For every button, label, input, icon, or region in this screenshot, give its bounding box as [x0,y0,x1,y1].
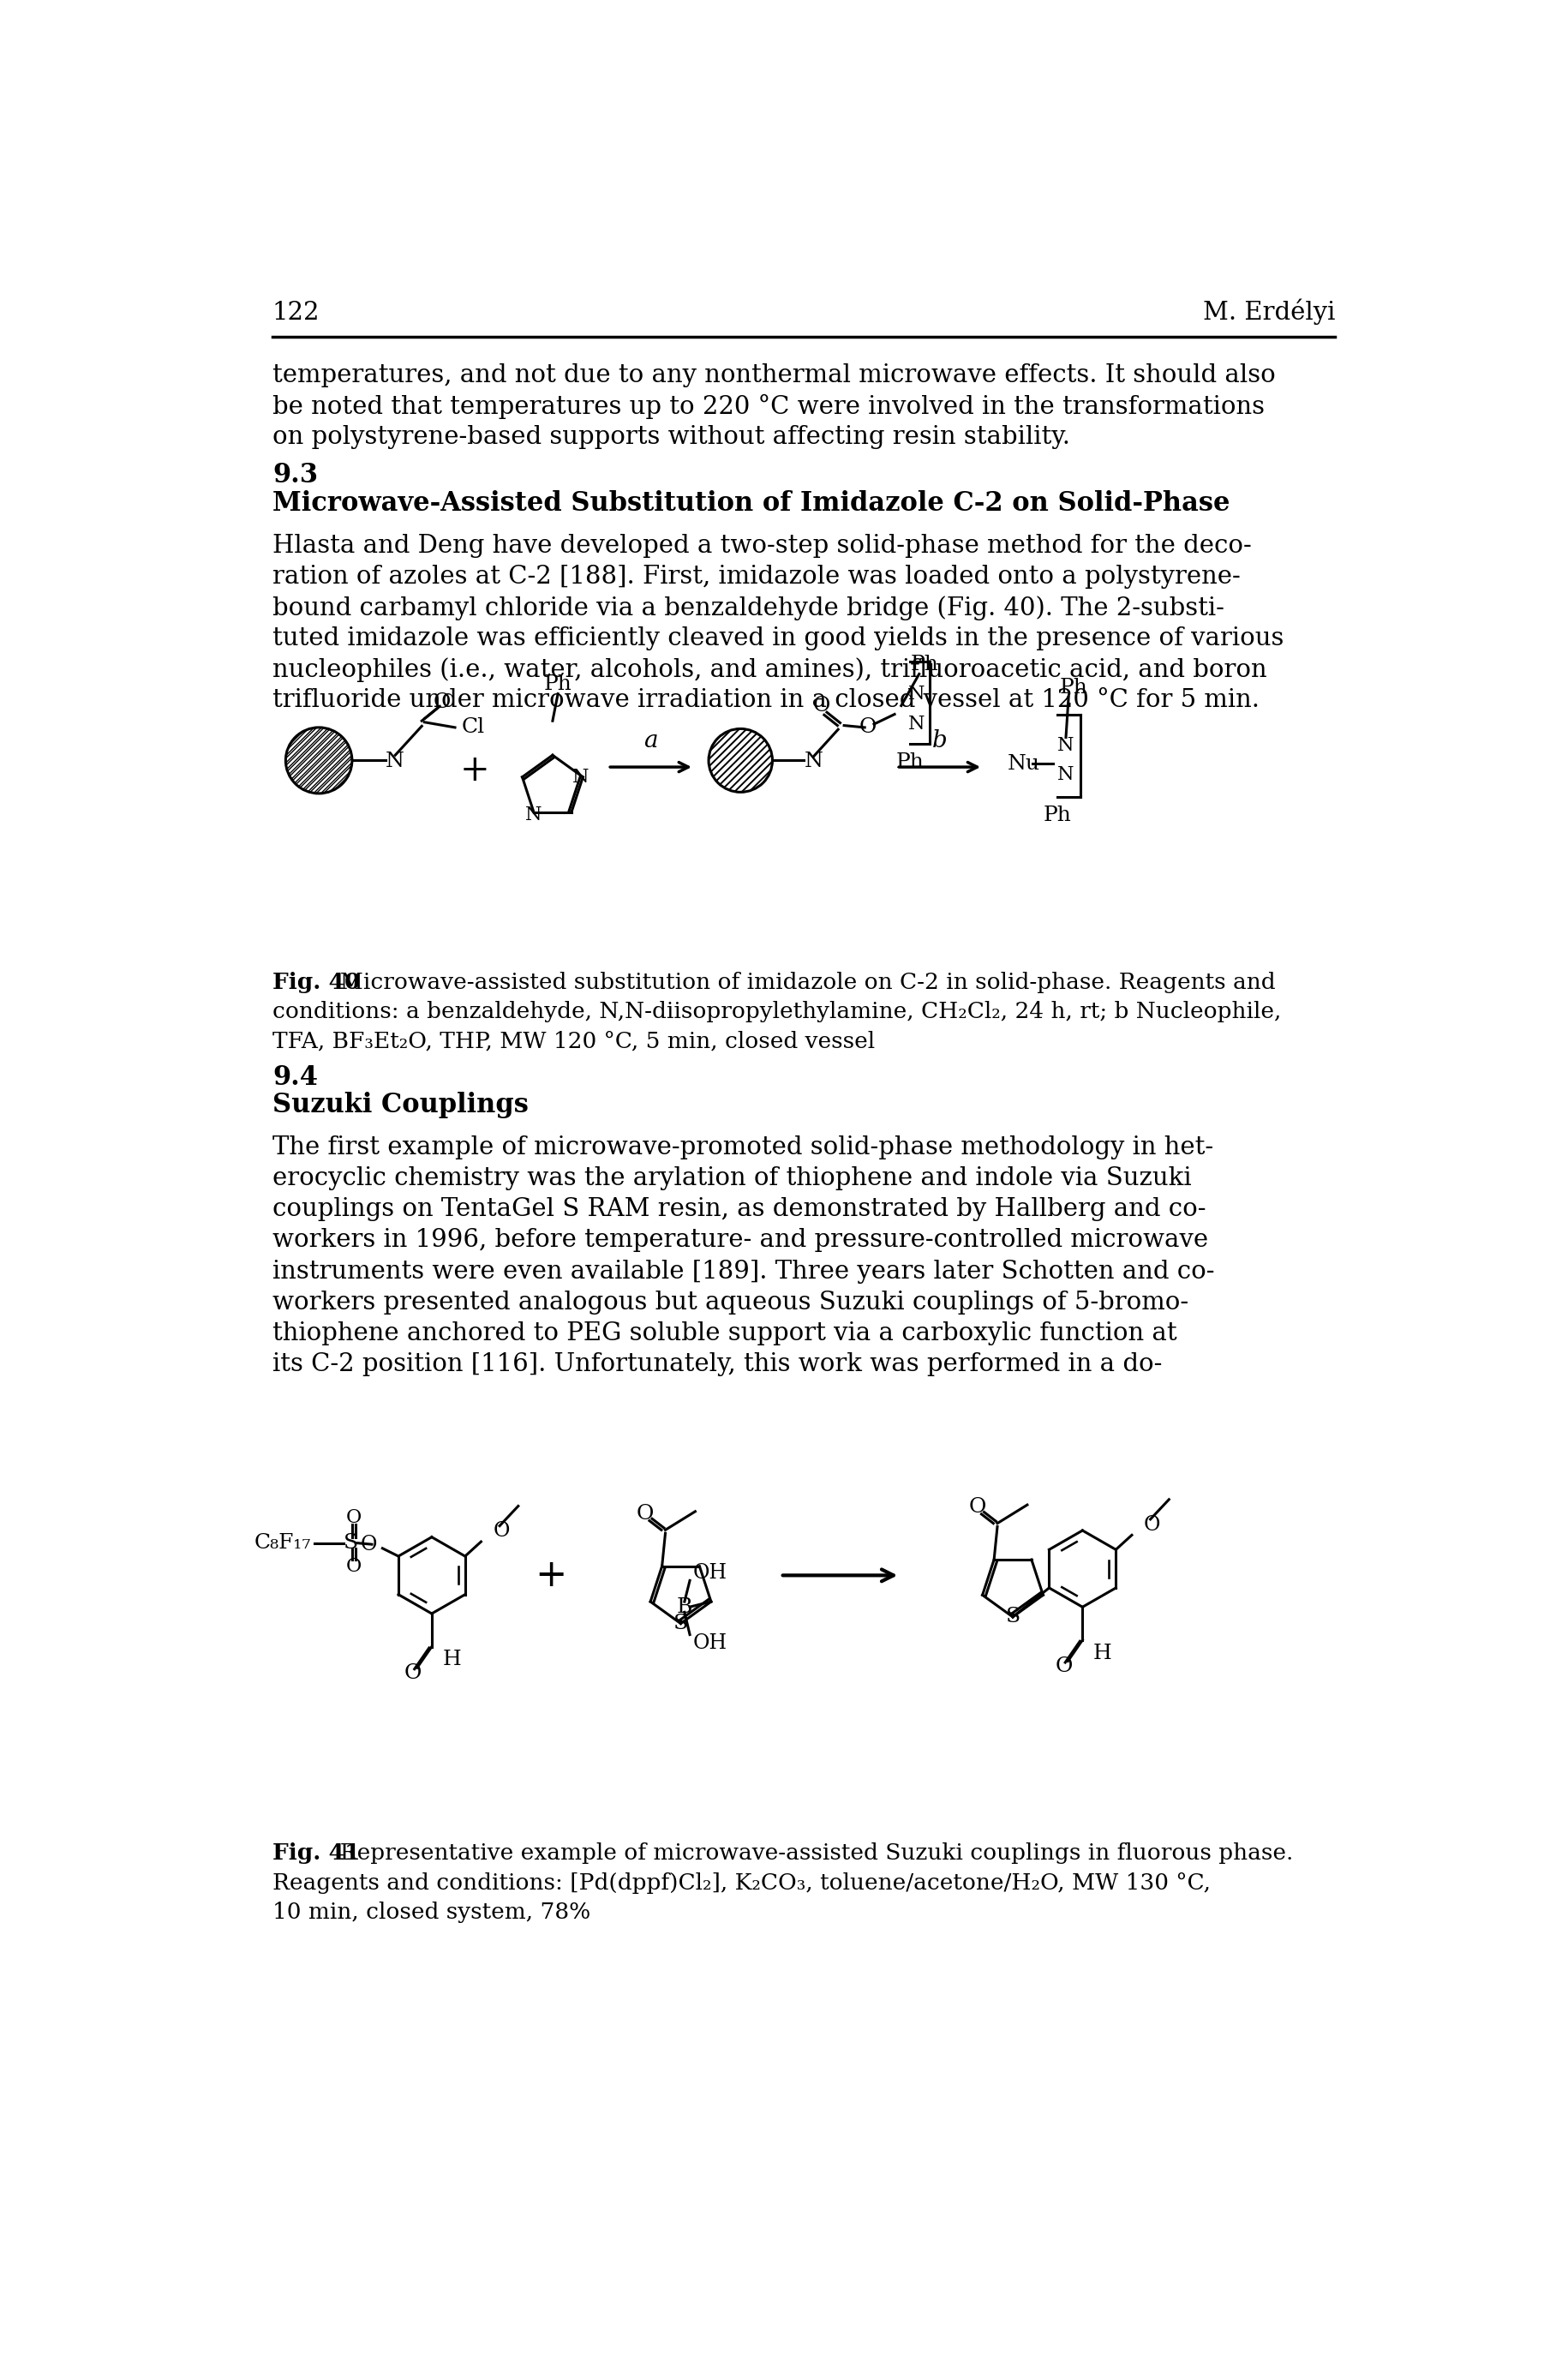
Text: Ph: Ph [1043,806,1071,825]
Text: S: S [673,1615,688,1634]
Text: its C-2 position [116]. Unfortunately, this work was performed in a do-: its C-2 position [116]. Unfortunately, t… [273,1353,1162,1377]
Text: O: O [1055,1657,1073,1676]
Text: O: O [347,1508,362,1527]
Text: The first example of microwave-promoted solid-phase methodology in het-: The first example of microwave-promoted … [273,1134,1214,1158]
Text: N: N [908,716,925,732]
Text: N: N [386,751,405,770]
Text: +: + [535,1558,568,1593]
Text: b: b [931,730,947,751]
Text: workers in 1996, before temperature- and pressure-controlled microwave: workers in 1996, before temperature- and… [273,1229,1207,1253]
Text: 9.4: 9.4 [273,1063,318,1092]
Text: bound carbamyl chloride via a benzaldehyde bridge (Fig. 40). The 2-substi-: bound carbamyl chloride via a benzaldehy… [273,594,1225,621]
Text: be noted that temperatures up to 220 °C were involved in the transformations: be noted that temperatures up to 220 °C … [273,395,1264,419]
Circle shape [709,728,773,792]
Text: O: O [859,718,877,737]
Text: O: O [433,692,450,713]
Text: trifluoride under microwave irradiation in a closed vessel at 120 °C for 5 min.: trifluoride under microwave irradiation … [273,690,1259,713]
Text: N: N [804,751,823,770]
Text: Microwave-Assisted Substitution of Imidazole C-2 on Solid-Phase: Microwave-Assisted Substitution of Imida… [273,490,1229,516]
Text: Reagents and conditions: [Pd(dppf)Cl₂], K₂CO₃, toluene/acetone/H₂O, MW 130 °C,: Reagents and conditions: [Pd(dppf)Cl₂], … [273,1871,1210,1893]
Text: OH: OH [693,1562,726,1581]
Text: OH: OH [693,1634,726,1653]
Text: O: O [361,1534,378,1555]
Text: +: + [459,751,489,789]
Text: O: O [492,1522,510,1541]
Text: O: O [969,1498,986,1517]
Text: N: N [572,768,588,787]
Text: N: N [1057,737,1074,756]
Text: 122: 122 [273,302,320,326]
Text: M. Erdélyi: M. Erdélyi [1203,300,1334,326]
Text: 10 min, closed system, 78%: 10 min, closed system, 78% [273,1902,591,1924]
Text: Microwave-assisted substitution of imidazole on C-2 in solid-phase. Reagents and: Microwave-assisted substitution of imida… [326,973,1275,994]
Text: Ph: Ph [911,654,939,675]
Text: Hlasta and Deng have developed a two-step solid-phase method for the deco-: Hlasta and Deng have developed a two-ste… [273,533,1251,556]
Text: conditions: a benzaldehyde, N,N-diisopropylethylamine, CH₂Cl₂, 24 h, rt; b Nucle: conditions: a benzaldehyde, N,N-diisopro… [273,1001,1281,1023]
Text: O: O [405,1662,422,1684]
Text: Fig. 41: Fig. 41 [273,1843,361,1864]
Text: O: O [347,1558,362,1577]
Text: H: H [442,1650,461,1669]
Text: N: N [525,806,543,825]
Text: Ph: Ph [895,751,924,773]
Text: couplings on TentaGel S RAM resin, as demonstrated by Hallberg and co-: couplings on TentaGel S RAM resin, as de… [273,1196,1206,1222]
Text: O: O [637,1503,654,1524]
Text: Fig. 40: Fig. 40 [273,973,361,994]
Text: N: N [1057,766,1074,785]
Text: Nu: Nu [1008,754,1040,773]
Text: N: N [908,685,925,704]
Text: TFA, BF₃Et₂O, THP, MW 120 °C, 5 min, closed vessel: TFA, BF₃Et₂O, THP, MW 120 °C, 5 min, clo… [273,1030,875,1051]
Text: a: a [644,730,659,751]
Text: O: O [1143,1515,1160,1534]
Text: O: O [812,697,831,716]
Text: thiophene anchored to PEG soluble support via a carboxylic function at: thiophene anchored to PEG soluble suppor… [273,1322,1178,1346]
Text: workers presented analogous but aqueous Suzuki couplings of 5-bromo-: workers presented analogous but aqueous … [273,1291,1189,1315]
Circle shape [285,728,353,794]
Text: Ph: Ph [544,675,572,694]
Text: Cl: Cl [461,718,485,737]
Text: B: B [677,1598,693,1617]
Text: C₈F₁₇: C₈F₁₇ [254,1534,310,1553]
Text: S: S [343,1534,358,1553]
Text: 9.3: 9.3 [273,461,318,490]
Text: instruments were even available [189]. Three years later Schotten and co-: instruments were even available [189]. T… [273,1260,1215,1284]
Text: ration of azoles at C-2 [188]. First, imidazole was loaded onto a polystyrene-: ration of azoles at C-2 [188]. First, im… [273,564,1240,587]
Text: S: S [1005,1608,1021,1627]
Text: H: H [1093,1643,1112,1662]
Text: nucleophiles (i.e., water, alcohols, and amines), trifluoroacetic acid, and boro: nucleophiles (i.e., water, alcohols, and… [273,656,1267,682]
Text: Ph: Ph [1060,678,1088,697]
Text: temperatures, and not due to any nonthermal microwave effects. It should also: temperatures, and not due to any nonther… [273,364,1275,388]
Text: tuted imidazole was efficiently cleaved in good yields in the presence of variou: tuted imidazole was efficiently cleaved … [273,625,1284,652]
Text: erocyclic chemistry was the arylation of thiophene and indole via Suzuki: erocyclic chemistry was the arylation of… [273,1165,1192,1191]
Text: Representative example of microwave-assisted Suzuki couplings in fluorous phase.: Representative example of microwave-assi… [326,1843,1294,1864]
Text: on polystyrene-based supports without affecting resin stability.: on polystyrene-based supports without af… [273,426,1069,449]
Text: Suzuki Couplings: Suzuki Couplings [273,1092,528,1118]
